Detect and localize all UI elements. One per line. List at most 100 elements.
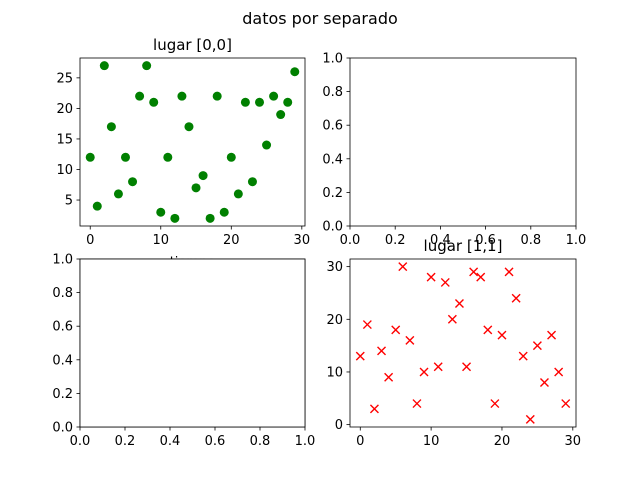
data-point	[483, 325, 493, 335]
data-point	[412, 399, 422, 409]
data-point	[92, 201, 102, 211]
x-tick-label: 0.4	[430, 233, 451, 248]
data-point	[219, 207, 229, 217]
data-point	[469, 267, 479, 277]
y-tick-label: 15	[56, 132, 73, 147]
data-point	[290, 67, 300, 77]
data-point	[497, 330, 507, 340]
y-tick-label: 0.4	[322, 152, 343, 167]
data-point	[504, 267, 514, 277]
x-tick-label: 0	[356, 434, 364, 449]
x-tick-label: 1.0	[295, 434, 316, 449]
subplot-bottom-right: 0 10 20 30 0 10 20 30 lugar [1,1]	[326, 237, 581, 449]
data-point	[262, 140, 272, 150]
data-point	[525, 414, 535, 424]
y-tick-label: 0.8	[52, 286, 73, 301]
x-tick-label: 0.2	[385, 233, 406, 248]
data-point	[276, 110, 286, 120]
y-tick-label: 0.8	[322, 85, 343, 100]
x-tick-label: 1.0	[566, 233, 587, 248]
axes-frame	[79, 57, 306, 227]
x-tick-label: 0.2	[115, 434, 136, 449]
data-point	[191, 183, 201, 193]
data-point	[99, 61, 109, 71]
data-point	[212, 91, 222, 101]
x-tick-label: 10	[152, 233, 169, 248]
data-point	[269, 91, 279, 101]
data-point	[247, 177, 257, 187]
data-point	[554, 367, 564, 377]
y-tick-label: 0.6	[52, 320, 73, 335]
figure-suptitle: datos por separado	[242, 9, 398, 28]
data-point	[355, 351, 365, 361]
y-tick-label: 0	[335, 418, 343, 433]
data-point	[255, 97, 265, 107]
data-point	[184, 122, 194, 132]
y-tick-label: 20	[56, 102, 73, 117]
data-point	[113, 189, 123, 199]
data-point	[518, 351, 528, 361]
axes-frame	[349, 258, 577, 428]
data-point	[369, 404, 379, 414]
y-tick-label: 0.4	[52, 353, 73, 368]
x-tick-label: 30	[565, 434, 582, 449]
x-tick-label: 0.4	[160, 434, 181, 449]
data-point	[539, 378, 549, 387]
x-tick-label: 0.6	[475, 233, 496, 248]
x-tick-label: 0	[86, 233, 94, 248]
data-point	[433, 362, 443, 372]
data-point	[377, 346, 387, 356]
axes-frame-overlay	[79, 258, 306, 428]
x-tick-label: 0.0	[340, 233, 361, 248]
y-tick-label: 0.0	[322, 220, 343, 235]
data-point	[490, 399, 500, 409]
data-point	[398, 262, 408, 272]
data-point	[170, 213, 180, 223]
data-point	[454, 299, 464, 308]
data-point	[226, 152, 236, 162]
y-tick-label: 20	[326, 313, 343, 328]
x-tick-label: 0.8	[250, 434, 271, 449]
data-point	[440, 277, 450, 287]
data-point	[462, 362, 472, 372]
data-point	[240, 97, 250, 107]
y-tick-label: 5	[65, 194, 73, 209]
data-point	[362, 320, 372, 330]
data-point	[384, 372, 394, 382]
data-point	[476, 272, 486, 282]
data-point	[163, 152, 173, 162]
y-tick-label: 0.6	[322, 119, 343, 134]
x-tick-label: 20	[223, 233, 240, 248]
data-point	[532, 341, 542, 351]
x-tick-label: 20	[494, 434, 511, 449]
subplot-title: lugar [0,0]	[153, 36, 232, 54]
x-tick-label: 0.0	[70, 434, 91, 449]
y-tick-label: 1.0	[52, 253, 73, 268]
data-point	[426, 272, 436, 282]
y-tick-label: 1.0	[322, 52, 343, 67]
data-point	[283, 97, 293, 107]
data-point	[149, 97, 159, 107]
data-point	[391, 325, 401, 335]
data-point	[106, 122, 116, 132]
x-tick-label: 0.6	[205, 434, 226, 449]
data-point	[447, 314, 457, 324]
data-point	[135, 91, 145, 101]
data-point	[233, 189, 243, 199]
data-point	[511, 293, 521, 303]
data-point	[205, 213, 215, 223]
y-tick-label: 0.0	[52, 421, 73, 436]
y-tick-label: 25	[56, 71, 73, 86]
data-point	[405, 335, 415, 345]
data-point	[547, 330, 557, 340]
x-tick-label: 30	[294, 233, 311, 248]
data-point	[85, 152, 95, 162]
y-tick-label: 0.2	[52, 387, 73, 402]
x-tick-label: 10	[423, 434, 440, 449]
data-point	[198, 171, 208, 181]
data-point	[156, 207, 166, 217]
y-tick-label: 30	[326, 260, 343, 275]
data-point	[561, 399, 571, 409]
